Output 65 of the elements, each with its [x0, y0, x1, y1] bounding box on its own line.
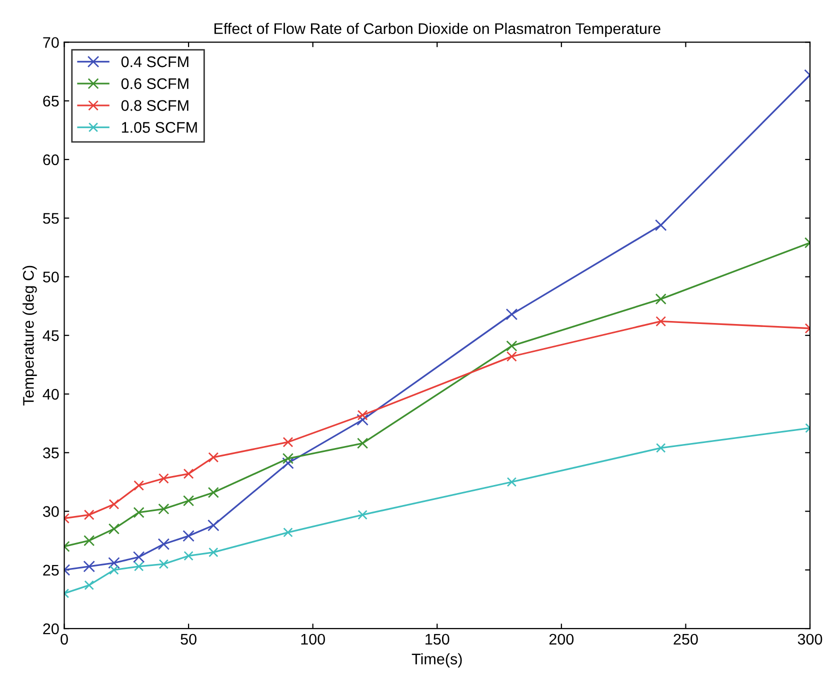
point [134, 480, 144, 491]
point [158, 559, 169, 569]
x-tick-label: 100 [301, 634, 325, 645]
y-axis-title: Temperature (deg C) [22, 266, 37, 406]
point [656, 316, 666, 327]
y-tick-label: 40 [42, 388, 59, 400]
point [183, 468, 194, 479]
point [506, 477, 517, 487]
point [357, 438, 368, 449]
y-tick-label: 45 [42, 330, 59, 342]
x-tick-label: 50 [180, 634, 196, 645]
point [109, 565, 119, 575]
point [208, 547, 218, 558]
point [506, 308, 518, 320]
x-tick-label: 300 [798, 634, 822, 645]
point [184, 550, 194, 561]
point [358, 510, 368, 520]
chart-title: Effect of Flow Rate of Carbon Dioxide on Plasmatron Temperature [214, 22, 660, 38]
point [283, 528, 293, 538]
y-tick-label: 70 [43, 37, 59, 48]
point [182, 530, 194, 542]
legend-label: 0.6 SCFM [121, 78, 188, 90]
y-tick-label: 30 [43, 506, 59, 517]
point [108, 523, 120, 534]
point [282, 452, 294, 464]
point [158, 538, 170, 550]
point [84, 580, 94, 590]
point [655, 293, 666, 305]
x-axis-title: Time(s) [412, 653, 462, 668]
point [84, 535, 95, 546]
point [108, 499, 120, 510]
y-tick-label: 25 [43, 564, 59, 576]
point [133, 506, 144, 518]
legend-label: 0.8 SCFM [121, 100, 188, 111]
point [132, 551, 145, 563]
y-tick-label: 60 [43, 154, 59, 166]
y-tick-label: 35 [43, 448, 59, 458]
x-tick-label: 0 [60, 634, 68, 645]
point [356, 414, 368, 426]
x-tick-label: 200 [549, 634, 574, 645]
point [83, 560, 96, 572]
point [108, 556, 120, 569]
x-tick-label: 250 [674, 634, 698, 645]
point [208, 519, 220, 532]
legend-label: 0.4 SCFM [121, 56, 188, 68]
point [282, 436, 294, 448]
point [654, 219, 667, 232]
point [158, 503, 170, 515]
point [208, 486, 219, 498]
point [506, 340, 518, 352]
point [282, 457, 294, 470]
point [183, 495, 194, 506]
point [506, 351, 517, 362]
point [134, 562, 144, 572]
y-tick-label: 50 [43, 272, 59, 282]
y-tick-label: 20 [43, 623, 59, 634]
point [357, 410, 368, 420]
legend-label: 1.05 SCFM [122, 122, 197, 133]
point [84, 510, 94, 520]
x-tick-label: 150 [426, 634, 450, 645]
point [208, 452, 219, 463]
y-tick-label: 65 [43, 96, 59, 107]
point [656, 443, 666, 453]
y-tick-label: 55 [43, 213, 59, 224]
point [158, 473, 169, 484]
